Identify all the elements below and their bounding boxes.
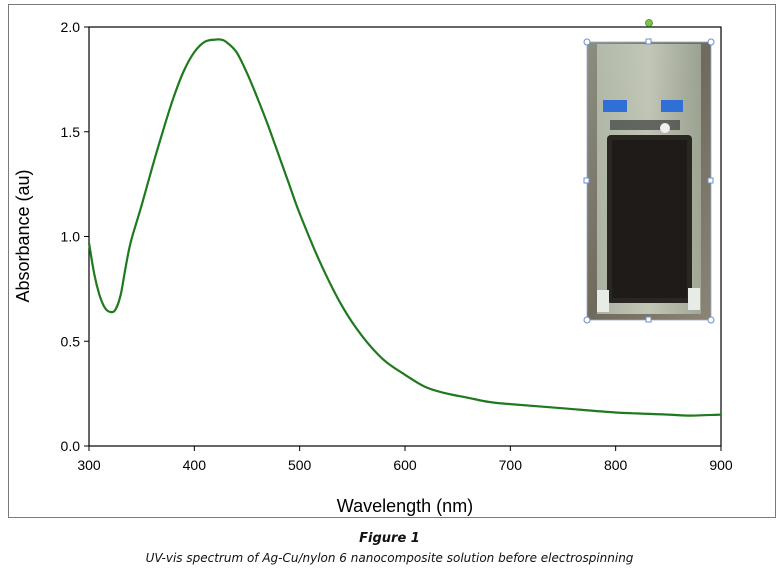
y-tick-label: 1.0: [61, 229, 81, 245]
x-tick-label: 300: [77, 457, 101, 473]
y-tick-label: 0.5: [61, 333, 81, 349]
x-tick-label: 500: [288, 457, 312, 473]
absorbance-series-line: [87, 38, 722, 417]
x-tick-label: 800: [604, 457, 628, 473]
inset-resize-handles[interactable]: [583, 38, 715, 324]
x-tick-label: 900: [709, 457, 733, 473]
figure-caption-text: UV-vis spectrum of Ag-Cu/nylon 6 nanocom…: [145, 551, 634, 565]
y-tick-label: 0.0: [61, 438, 81, 454]
x-tick-label: 600: [393, 457, 417, 473]
x-axis-title: Wavelength (nm): [337, 496, 473, 516]
x-tick-label: 700: [499, 457, 523, 473]
y-axis-title: Absorbance (au): [13, 169, 33, 302]
x-axis-ticks: 300 400 500 600 700 800 900: [77, 446, 733, 473]
cuvette-photo-inset[interactable]: [586, 41, 712, 321]
y-tick-label: 2.0: [61, 19, 81, 35]
inset-rotate-handle[interactable]: [645, 19, 653, 27]
y-axis-ticks: 0.0 0.5 1.0 1.5 2.0: [61, 19, 89, 454]
figure-caption-title: Figure 1: [359, 531, 420, 546]
x-tick-label: 400: [183, 457, 207, 473]
y-tick-label: 1.5: [61, 124, 81, 140]
